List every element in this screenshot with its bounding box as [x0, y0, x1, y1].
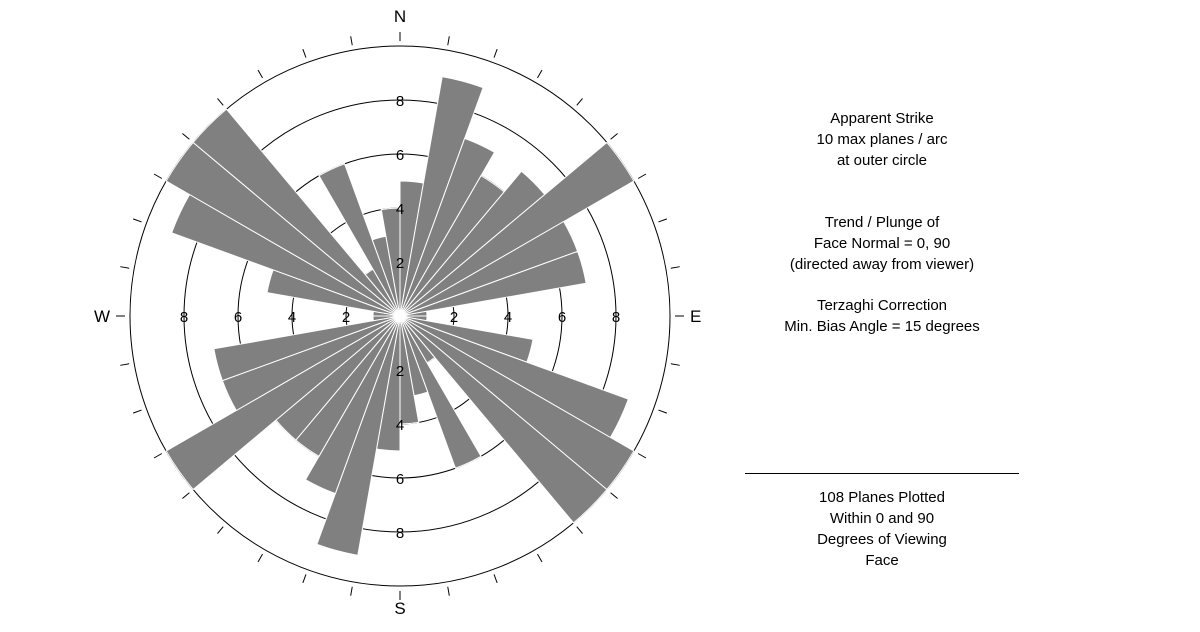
radial-label-s-4: 4: [396, 417, 404, 434]
compass-labels: N E S W: [94, 7, 701, 618]
ring-6: [237, 153, 563, 479]
tick-10: [447, 36, 450, 46]
tick-160: [493, 574, 498, 584]
rose-bar-50-60: [399, 141, 635, 317]
tick-250: [132, 409, 142, 414]
compass-south: S: [394, 599, 405, 618]
face-normal-value: Face Normal = 0, 90: [813, 235, 951, 252]
outer-tick-marks: [116, 32, 684, 600]
radial-label-e-2: 2: [450, 309, 458, 326]
rose-bar-20-30: [399, 137, 496, 317]
tick-230: [182, 492, 190, 499]
tick-340: [302, 48, 307, 58]
tick-350: [350, 36, 353, 46]
planes-plotted: 108 Planes Plotted: [819, 489, 945, 506]
tick-120: [637, 453, 647, 459]
rose-bar-130-140: [399, 315, 608, 524]
tick-330: [257, 69, 263, 79]
rose-diagram: 2 4 6 8 2 4 6 8 2 4 6 8 2 4 6 8 N E S W: [94, 7, 701, 618]
summary-block: 108 Planes Plotted Within 0 and 90 Degre…: [742, 487, 1022, 571]
rose-bar-10-20: [399, 76, 484, 317]
outer-circle-note: at outer circle: [836, 152, 928, 169]
tick-80: [670, 266, 680, 269]
tick-300: [153, 173, 163, 179]
tick-20: [493, 48, 498, 58]
radial-label-e-4: 4: [504, 309, 512, 326]
radial-label-n-4: 4: [396, 201, 404, 218]
tick-320: [217, 98, 224, 106]
legend-apparent-strike: Apparent Strike 10 max planes / arc at o…: [742, 108, 1022, 171]
radial-label-w-8: 8: [180, 309, 188, 326]
viewing-face: Face: [865, 552, 899, 569]
radial-label-w-2: 2: [342, 309, 350, 326]
summary-divider: [745, 473, 1019, 474]
radial-label-e-6: 6: [558, 309, 566, 326]
radial-label-n-2: 2: [396, 255, 404, 272]
rose-bar-200-210: [304, 315, 401, 495]
radial-label-w-4: 4: [288, 309, 296, 326]
trend-plunge-title: Trend / Plunge of: [824, 214, 940, 231]
tick-220: [217, 526, 224, 534]
compass-west: W: [94, 307, 110, 326]
radial-label-e-8: 8: [612, 309, 620, 326]
rose-bar-310-320: [192, 108, 401, 317]
direction-note: (directed away from viewer): [789, 256, 975, 273]
rose-bar-190-200: [316, 315, 401, 556]
rose-bar-350-360: [380, 207, 401, 317]
tick-280: [120, 266, 130, 269]
tick-60: [637, 173, 647, 179]
tick-200: [302, 574, 307, 584]
tick-30: [537, 69, 543, 79]
radial-label-n-6: 6: [396, 147, 404, 164]
rose-bar-330-340: [318, 163, 401, 317]
tick-100: [670, 363, 680, 366]
radial-label-n-8: 8: [396, 93, 404, 110]
tick-70: [658, 218, 668, 223]
viewing-range-cont: Degrees of Viewing: [817, 531, 947, 548]
ring-8: [183, 99, 617, 533]
tick-290: [132, 218, 142, 223]
tick-40: [576, 98, 583, 106]
tick-310: [182, 133, 190, 140]
tick-210: [257, 553, 263, 563]
tick-50: [610, 133, 618, 140]
radial-label-s-2: 2: [396, 363, 404, 380]
min-bias-angle: Min. Bias Angle = 15 degrees: [784, 318, 980, 335]
apparent-strike-title: Apparent Strike: [830, 110, 934, 127]
rose-bar-70-80: [399, 250, 587, 317]
legend-trend-plunge: Trend / Plunge of Face Normal = 0, 90 (d…: [742, 212, 1022, 275]
tick-190: [350, 586, 353, 596]
radial-label-w-6: 6: [234, 309, 242, 326]
max-planes-per-arc: 10 max planes / arc: [816, 131, 948, 148]
tick-140: [576, 526, 583, 534]
radial-labels: 2 4 6 8 2 4 6 8 2 4 6 8 2 4 6 8: [180, 93, 620, 542]
compass-east: E: [690, 307, 701, 326]
rose-bar-250-260: [213, 315, 401, 382]
tick-130: [610, 492, 618, 499]
tick-110: [658, 409, 668, 414]
viewing-range: Within 0 and 90: [829, 510, 935, 527]
legend-terzaghi: Terzaghi Correction Min. Bias Angle = 15…: [742, 295, 1022, 337]
radial-label-s-8: 8: [396, 525, 404, 542]
rose-bar-150-160: [399, 315, 482, 469]
tick-170: [447, 586, 450, 596]
tick-150: [537, 553, 543, 563]
tick-260: [120, 363, 130, 366]
ring-10: [129, 45, 671, 587]
rose-bar-230-240: [165, 315, 401, 491]
tick-240: [153, 453, 163, 459]
rose-bars: [165, 76, 635, 556]
radial-label-s-6: 6: [396, 471, 404, 488]
terzaghi-title: Terzaghi Correction: [816, 297, 948, 314]
compass-north: N: [394, 7, 406, 26]
